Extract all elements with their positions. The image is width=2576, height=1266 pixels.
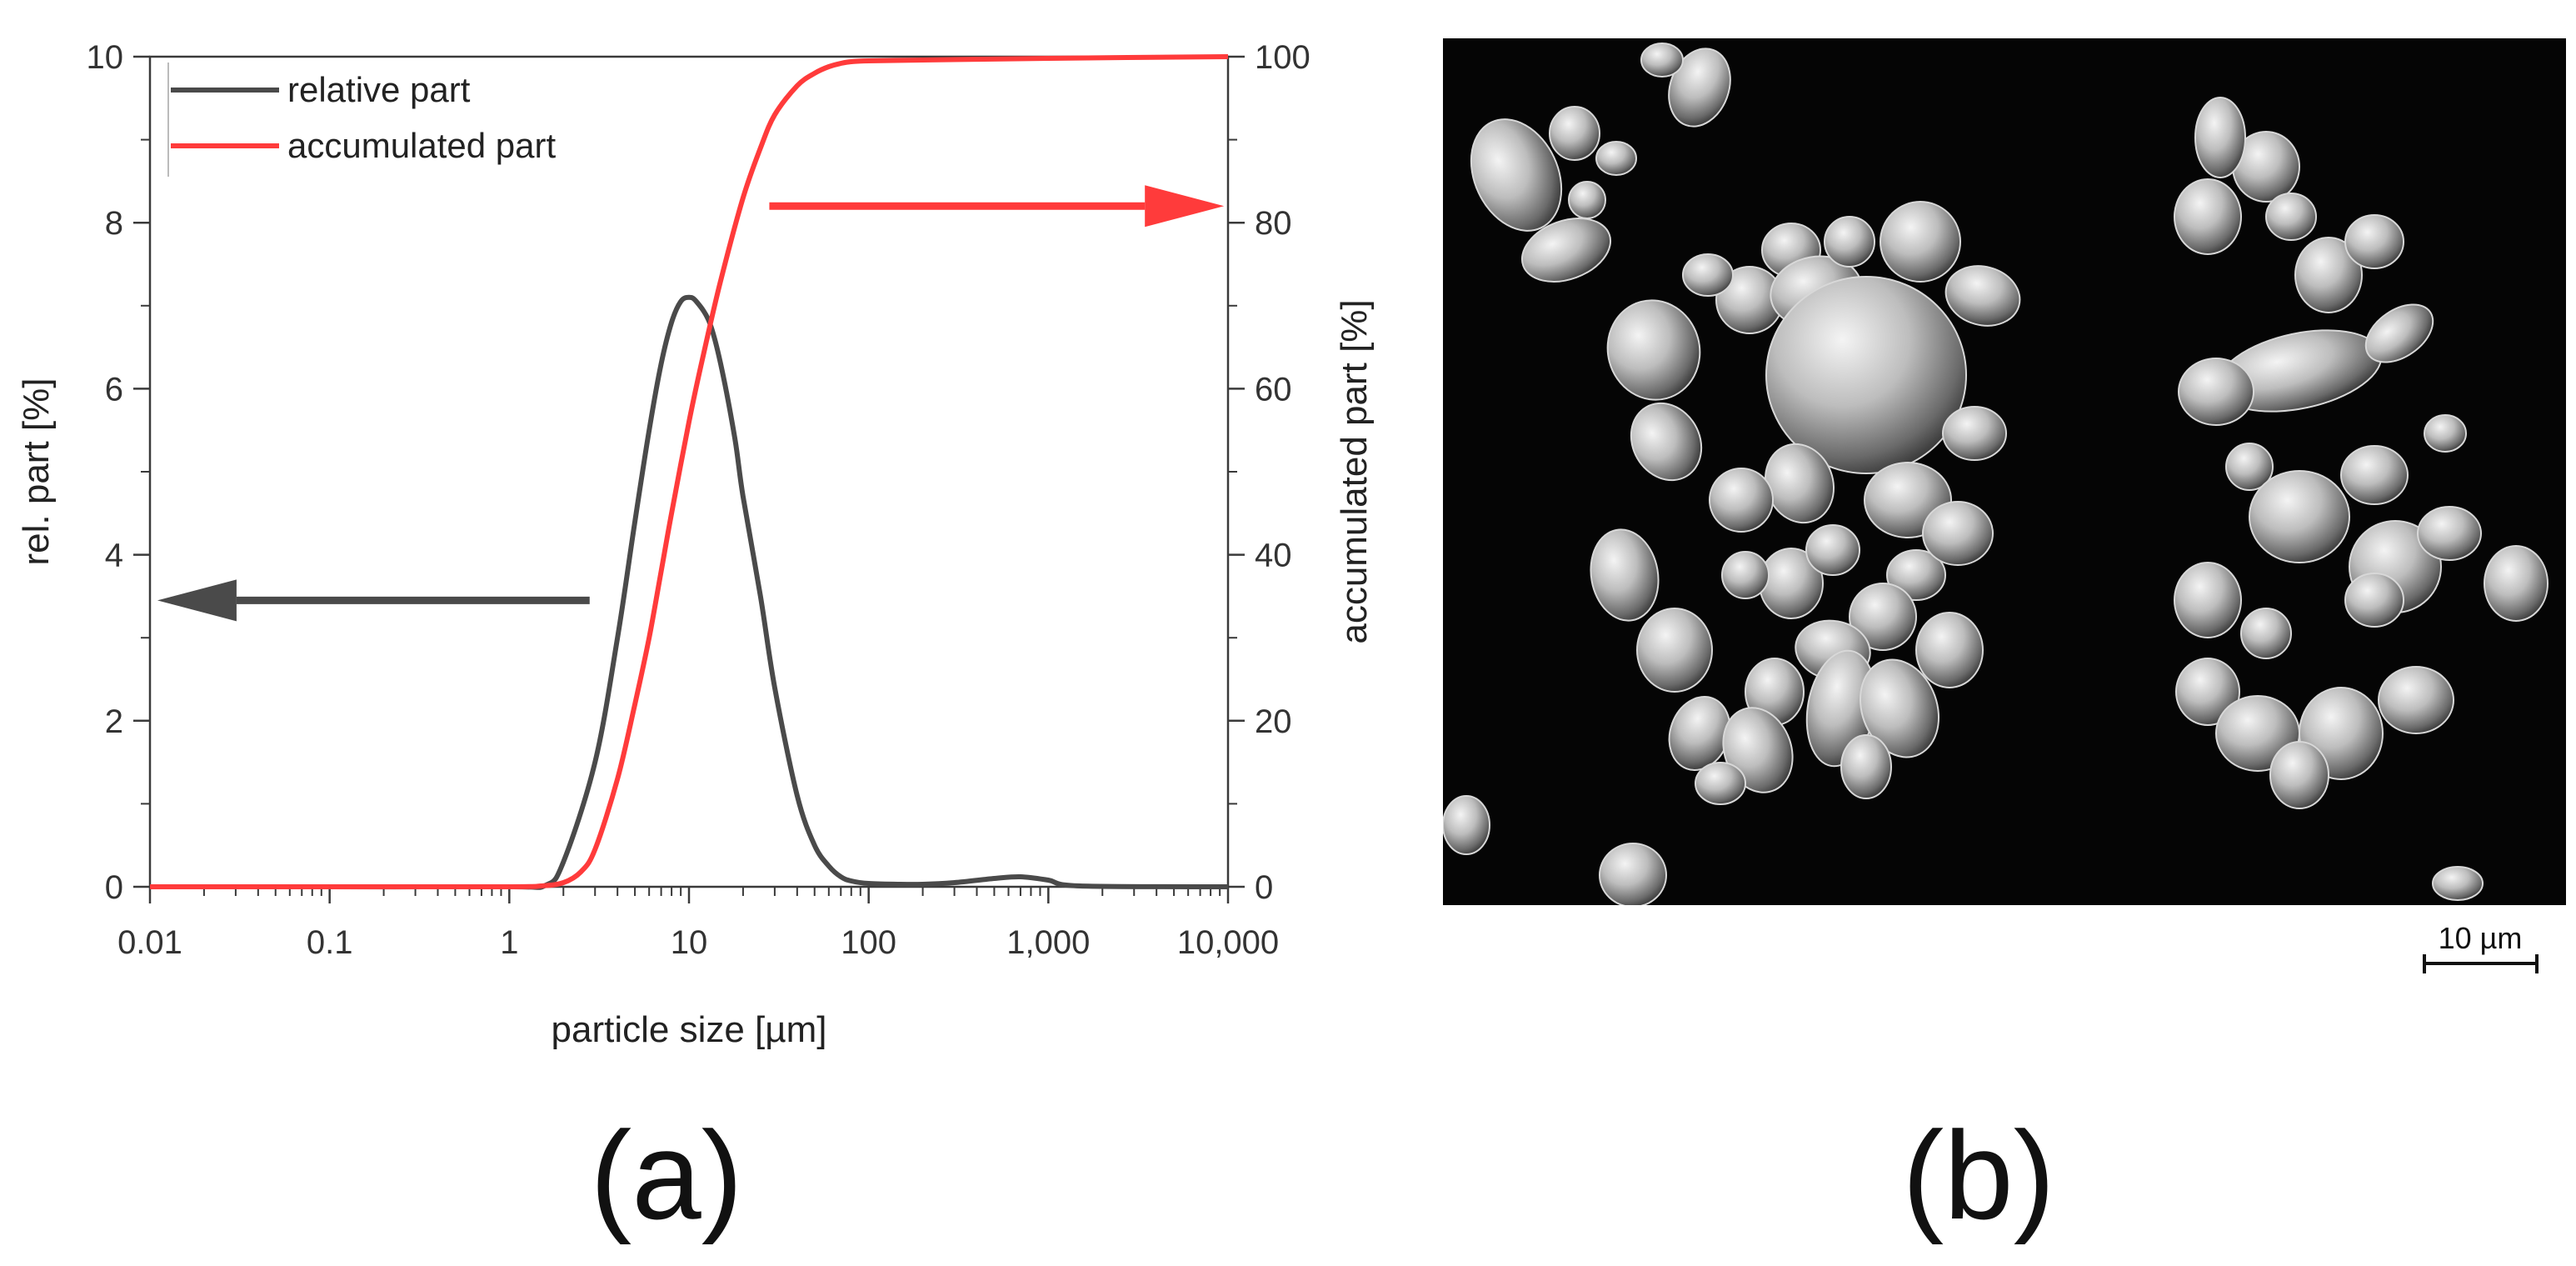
legend-label-relative-part: relative part (287, 70, 471, 109)
powder-particle (1805, 524, 1860, 576)
y-right-tick-label-1: 20 (1255, 703, 1292, 740)
y-left-tick-label-1: 2 (105, 703, 123, 740)
y-right-tick-label-4: 80 (1255, 205, 1292, 242)
powder-particle (2424, 414, 2467, 453)
powder-particle (2194, 97, 2246, 178)
powder-particle (2364, 303, 2434, 363)
x-tick-label-5: 1,000 (1006, 924, 1090, 961)
arrow-head-right (1145, 185, 1225, 228)
particle-size-chart: 0.01 0.1 1 10 100 1,000 10,000 0 2 4 6 8 10 0 20 40 60… (16, 39, 1375, 1050)
powder-particle (2225, 443, 2274, 491)
powder-particles (1443, 43, 2549, 905)
y-left-tick-label-0: 0 (105, 869, 123, 906)
powder-particle (1443, 795, 1490, 855)
x-axis-title: particle size [µm] (552, 1009, 827, 1050)
series-line-relative-part (150, 294, 1229, 890)
arrow-head-left (157, 579, 237, 622)
powder-particle (1470, 118, 1563, 232)
y-right-tick-label-2: 40 (1255, 538, 1292, 574)
powder-particle (2240, 608, 2292, 659)
x-tick-label-3: 10 (671, 924, 708, 961)
powder-particle (1942, 406, 2007, 461)
powder-particle (1944, 265, 2021, 327)
powder-particle (1840, 734, 1892, 799)
panel-label-b: (b) (1902, 1105, 2054, 1245)
powder-particle (1630, 402, 1703, 482)
powder-particle (2340, 445, 2409, 505)
y-left-tick-label-2: 4 (105, 538, 123, 574)
powder-particle (1668, 48, 1731, 128)
powder-particle (1590, 528, 1660, 622)
y-right-axis-ticks: 0 20 40 60 80 100 (1228, 39, 1310, 906)
scale-bar: 10 µm (2423, 921, 2539, 973)
y-right-tick-label-3: 60 (1255, 371, 1292, 408)
powder-particle (1549, 106, 1600, 161)
powder-particle (1640, 43, 1684, 78)
powder-particle (1915, 612, 1984, 688)
powder-particle (1695, 762, 1746, 805)
series-line-accumulated-part (150, 54, 1229, 890)
series-group (150, 54, 1229, 890)
powder-particle (2175, 658, 2240, 726)
x-tick-label-0: 0.01 (117, 924, 182, 961)
powder-particle (2174, 562, 2242, 638)
powder-particle (1568, 181, 1606, 219)
powder-particle (1886, 549, 1946, 601)
x-tick-label-2: 1 (500, 924, 518, 961)
powder-particle (1709, 468, 1774, 533)
powder-particle (1859, 658, 1940, 758)
powder-particle (1682, 253, 1734, 297)
y-left-tick-label-3: 6 (105, 371, 123, 408)
powder-particle (2294, 237, 2363, 313)
powder-particle (1849, 583, 1917, 651)
powder-particle (2378, 666, 2454, 734)
scale-bar-label: 10 µm (2439, 921, 2523, 955)
y-right-tick-label-5: 100 (1255, 39, 1310, 76)
x-tick-label-1: 0.1 (307, 924, 353, 961)
powder-particle (2344, 214, 2404, 269)
powder-particle (1636, 608, 1713, 693)
y-left-tick-label-4: 8 (105, 205, 123, 242)
powder-particle (1824, 216, 1875, 268)
x-tick-label-4: 100 (841, 924, 896, 961)
powder-particle (1595, 141, 1637, 176)
legend: relative part accumulated part (167, 63, 557, 177)
powder-particle (1880, 201, 1961, 283)
y-left-tick-label-5: 10 (87, 39, 124, 76)
powder-particle (1922, 501, 1994, 566)
powder-particle (1599, 843, 1667, 905)
x-tick-label-6: 10,000 (1177, 924, 1279, 961)
powder-particle (2178, 358, 2254, 426)
powder-particle (2484, 545, 2549, 622)
arrow-annotations (157, 185, 1225, 622)
panel-label-a: (a) (590, 1105, 742, 1245)
powder-particle (2265, 193, 2317, 241)
powder-particle (2269, 741, 2329, 809)
legend-label-accumulated-part: accumulated part (287, 126, 557, 165)
y-left-axis-ticks: 0 2 4 6 8 10 (87, 39, 150, 906)
y-left-axis-title: rel. part [%] (16, 378, 57, 566)
powder-particle (1765, 276, 1967, 474)
x-axis-ticks: 0.01 0.1 1 10 100 1,000 10,000 (117, 887, 1279, 961)
powder-particle (2344, 573, 2404, 628)
y-right-axis-title: accumulated part [%] (1334, 299, 1375, 643)
powder-particle (1520, 218, 1612, 283)
powder-particle (2249, 470, 2350, 563)
powder-particle (2417, 506, 2482, 561)
powder-particle (2174, 178, 2242, 255)
plot-frame (148, 55, 1230, 888)
powder-particle (2432, 866, 2484, 901)
sem-micrograph: 10 µm (1443, 38, 2566, 973)
powder-particle (1606, 299, 1701, 401)
powder-particle (1721, 551, 1770, 599)
y-right-tick-label-0: 0 (1255, 869, 1273, 906)
